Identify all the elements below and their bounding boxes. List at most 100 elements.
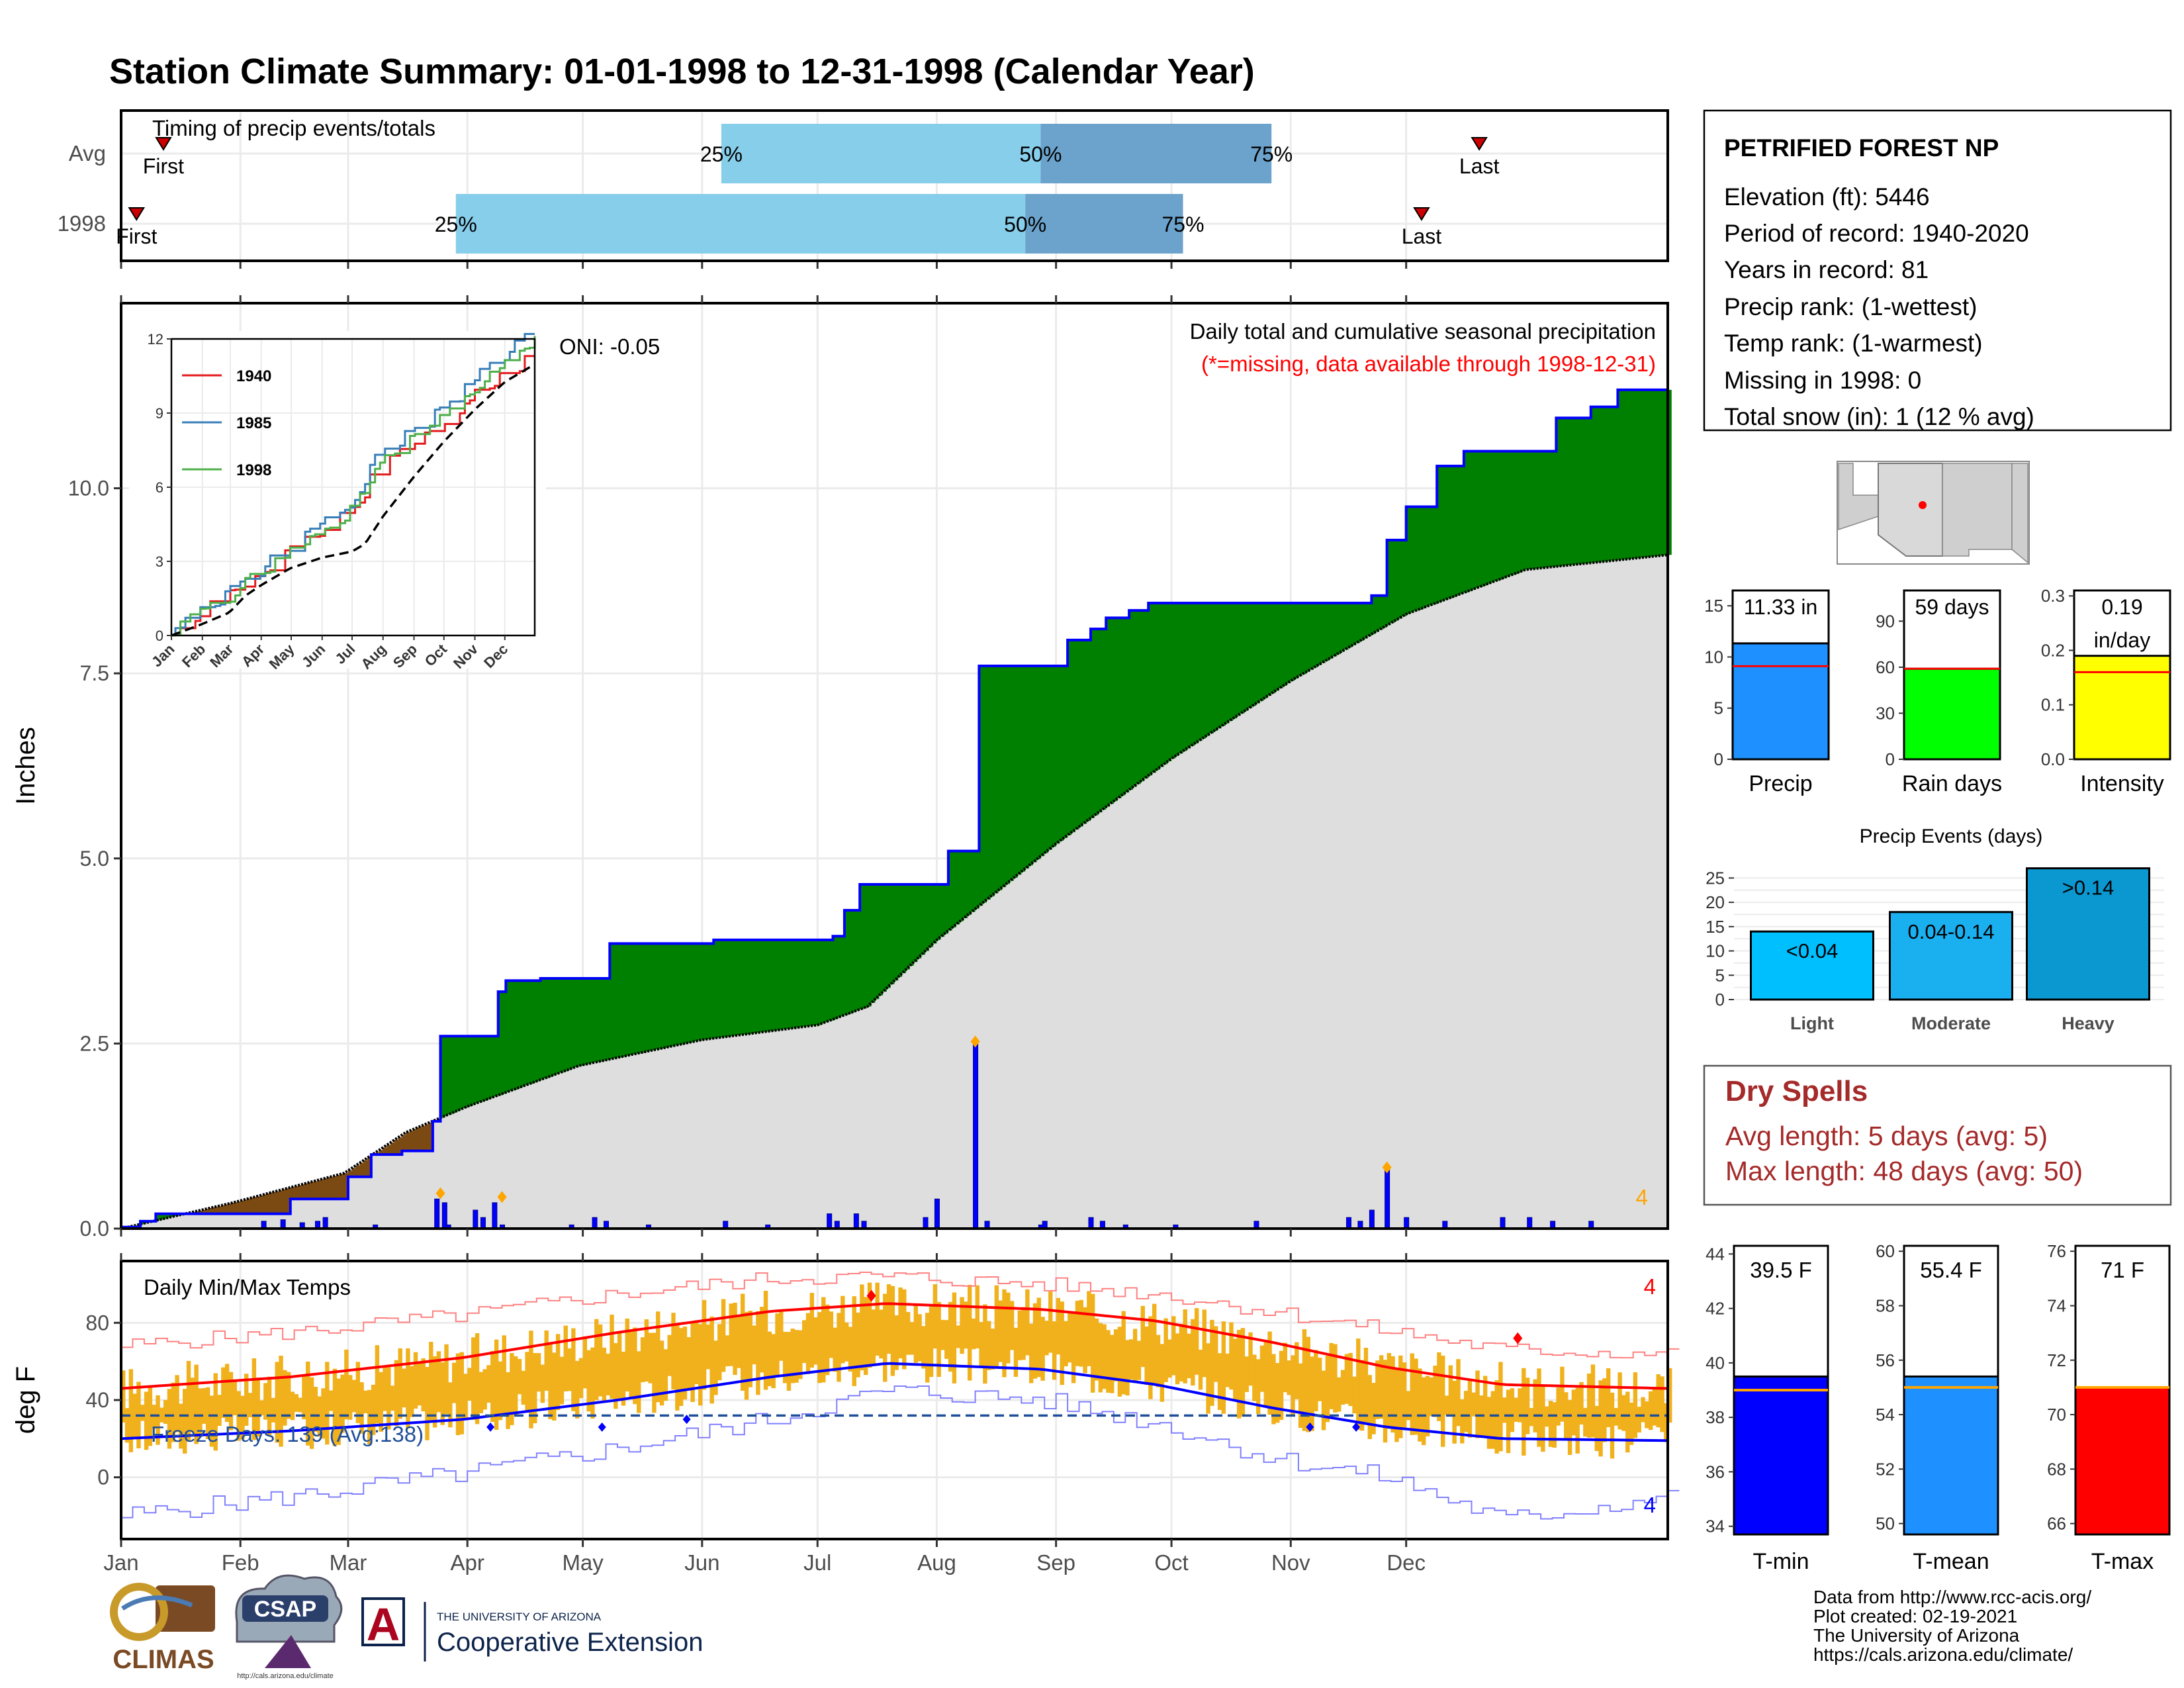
daily-temp-bar bbox=[1321, 1370, 1326, 1430]
event-bar-text: <0.04 bbox=[1786, 939, 1838, 962]
daily-temp-bar bbox=[555, 1334, 561, 1411]
events-ytick-label: 20 bbox=[1706, 892, 1725, 912]
daily-temp-bar bbox=[1210, 1319, 1214, 1406]
daily-temp-bar bbox=[809, 1293, 815, 1368]
temp-summary-label: T-max bbox=[2091, 1549, 2154, 1574]
daily-temp-bar bbox=[594, 1319, 599, 1401]
timing-bars: 25% 50% 75% First Last 25% 50% 75% First Last bbox=[116, 124, 1499, 254]
daily-temp-bar bbox=[775, 1313, 780, 1378]
daily-temp-bar bbox=[279, 1355, 283, 1447]
summary-label: Intensity bbox=[2080, 771, 2164, 796]
daily-temp-bar bbox=[1344, 1354, 1349, 1404]
daily-temp-bar bbox=[744, 1311, 749, 1400]
csap-badge bbox=[242, 1595, 328, 1622]
daily-temp-bar bbox=[1017, 1310, 1022, 1360]
daily-temp-bar bbox=[1425, 1376, 1430, 1436]
month-label: Oct bbox=[1154, 1550, 1188, 1575]
daily-temp-bar bbox=[163, 1399, 168, 1424]
daily-temp-bar bbox=[1621, 1395, 1626, 1431]
daily-temp-bar bbox=[283, 1370, 287, 1426]
daily-temp-bar bbox=[506, 1372, 510, 1429]
daily-temp-bar bbox=[1106, 1330, 1111, 1393]
daily-temp-bar bbox=[944, 1320, 949, 1359]
temp-summary-bar-T-min bbox=[1733, 1375, 1829, 1536]
daily-temp-bar bbox=[521, 1370, 526, 1405]
month-label: Mar bbox=[330, 1550, 367, 1575]
daily-temp-bar bbox=[1614, 1407, 1619, 1426]
daily-temp-bar bbox=[602, 1347, 607, 1401]
daily-temp-bar bbox=[494, 1339, 499, 1430]
temp-ytick-label: 40 bbox=[85, 1388, 109, 1412]
daily-temp-bar bbox=[140, 1405, 145, 1421]
daily-temp-bar bbox=[1140, 1305, 1145, 1367]
csap-mountain-icon bbox=[265, 1635, 311, 1668]
temp-ytick-label: 80 bbox=[85, 1311, 109, 1335]
summary-ytick-label: 0.2 bbox=[2041, 640, 2065, 660]
daily-temp-bar bbox=[529, 1331, 533, 1429]
daily-precip-bar bbox=[1345, 1217, 1351, 1229]
daily-temp-bar bbox=[675, 1325, 680, 1411]
daily-temp-bar bbox=[1252, 1354, 1257, 1401]
climas-swoosh-icon bbox=[121, 1595, 193, 1611]
event-bar-Moderate bbox=[1889, 911, 2013, 1001]
daily-temp-bar bbox=[637, 1351, 641, 1413]
daily-temp-bar bbox=[1244, 1356, 1249, 1392]
dry-spells-frame bbox=[1703, 1064, 2172, 1206]
daily-temp-bar bbox=[1444, 1395, 1449, 1415]
daily-temp-bar bbox=[586, 1350, 591, 1412]
record-low-line bbox=[121, 1385, 1680, 1520]
inset-legend-label: 1998 bbox=[236, 461, 271, 479]
daily-temp-bar bbox=[1102, 1324, 1107, 1389]
daily-temp-bar bbox=[801, 1320, 807, 1363]
daily-temp-bar bbox=[263, 1383, 268, 1420]
temp-summary-label: T-mean bbox=[1913, 1549, 1989, 1574]
month-label: Aug bbox=[917, 1550, 956, 1575]
timing-avg-last-label: Last bbox=[1459, 154, 1500, 178]
climas-logo: CLIMAS bbox=[110, 1583, 215, 1674]
dry-spells-avg: Avg length: 5 days (avg: 5) bbox=[1725, 1121, 2048, 1151]
daily-precip-bar bbox=[592, 1217, 598, 1229]
record-low-marker bbox=[1352, 1422, 1361, 1432]
daily-temp-bar bbox=[1586, 1373, 1592, 1438]
daily-temp-bar bbox=[721, 1299, 726, 1372]
daily-temp-bar bbox=[1418, 1368, 1422, 1442]
precip-extreme-marker bbox=[1382, 1161, 1392, 1174]
daily-temp-bar bbox=[175, 1375, 179, 1432]
daily-temp-bar bbox=[1502, 1397, 1507, 1423]
daily-temp-bar bbox=[760, 1307, 764, 1373]
timing-1998-pct-label: 75% bbox=[1161, 212, 1204, 236]
daily-temp-bar bbox=[309, 1377, 314, 1449]
events-ytick-label: 15 bbox=[1706, 917, 1725, 937]
daily-temp-bar bbox=[1452, 1380, 1457, 1444]
daily-temp-bar bbox=[1645, 1401, 1649, 1429]
inset-avg-line bbox=[171, 363, 535, 637]
daily-temp-bar bbox=[1371, 1383, 1376, 1434]
daily-temp-bar bbox=[1475, 1370, 1480, 1438]
daily-temp-bar bbox=[702, 1299, 707, 1390]
daily-temp-bar bbox=[482, 1369, 487, 1410]
daily-precip-bar bbox=[322, 1217, 328, 1229]
daily-temp-bar bbox=[1525, 1378, 1530, 1434]
daily-temp-bar bbox=[1295, 1342, 1299, 1399]
inset-series-line-1998 bbox=[171, 336, 536, 637]
daily-temp-bar bbox=[886, 1284, 891, 1354]
summary-ytick-label: 30 bbox=[1876, 703, 1895, 723]
daily-temp-bar bbox=[375, 1345, 380, 1424]
temp-summary-ytick-label: 52 bbox=[1876, 1459, 1895, 1479]
station-frame bbox=[1703, 109, 2172, 432]
timing-avg-pct-label: 75% bbox=[1250, 142, 1293, 166]
temp-summary-ytick-label: 34 bbox=[1706, 1517, 1725, 1536]
daily-temp-bar bbox=[1625, 1391, 1630, 1453]
observed-cumulative-line bbox=[121, 388, 1668, 1229]
credits: Data from http://www.rcc-acis.org/ Plot … bbox=[1813, 1587, 2091, 1665]
timing-1998-pct-label: 50% bbox=[1004, 212, 1046, 236]
temp-summary-ytick-label: 60 bbox=[1876, 1241, 1895, 1261]
summary-ytick-label: 0 bbox=[1714, 749, 1723, 769]
event-bar-Light bbox=[1750, 930, 1874, 1001]
daily-temp-bar bbox=[1641, 1397, 1645, 1423]
temp-summary-ytick-label: 38 bbox=[1706, 1407, 1725, 1427]
daily-temp-bar bbox=[671, 1313, 676, 1390]
daily-temp-bar bbox=[1013, 1327, 1019, 1377]
daily-precip-bar bbox=[480, 1217, 486, 1229]
daily-temp-bar bbox=[1333, 1344, 1338, 1413]
